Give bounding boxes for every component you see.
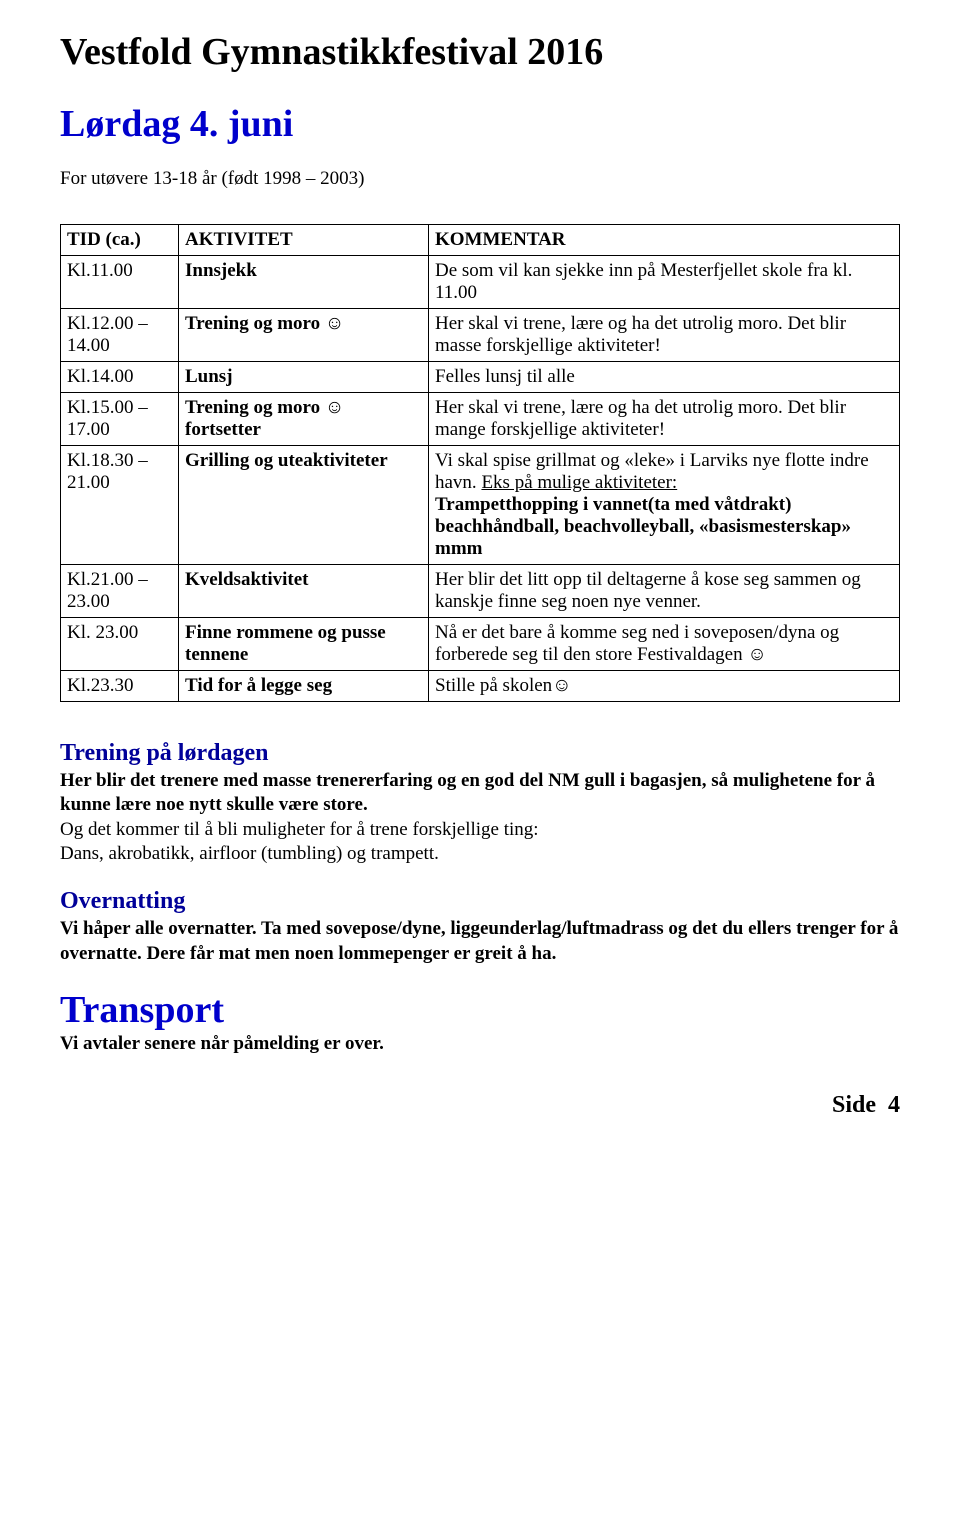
table-row: Kl.14.00 Lunsj Felles lunsj til alle <box>61 362 900 393</box>
table-row: Kl. 23.00 Finne rommene og pusse tennene… <box>61 618 900 671</box>
section-overnight-body: Vi håper alle overnatter. Ta med sovepos… <box>60 917 900 966</box>
cell-activity: Trening og moro ☺ <box>179 309 429 362</box>
cell-time: Kl.12.00 – 14.00 <box>61 309 179 362</box>
cell-activity: Innsjekk <box>179 256 429 309</box>
training-bold: Her blir det trenere med masse trenererf… <box>60 770 875 815</box>
cell-activity: Kveldsaktivitet <box>179 565 429 618</box>
cell-comment: Stille på skolen☺ <box>429 671 900 702</box>
cell-comment: Vi skal spise grillmat og «leke» i Larvi… <box>429 446 900 565</box>
intro-text: For utøvere 13-18 år (født 1998 – 2003) <box>60 168 900 190</box>
cell-activity: Lunsj <box>179 362 429 393</box>
header-time: TID (ca.) <box>61 225 179 256</box>
section-transport-body: Vi avtaler senere når påmelding er over. <box>60 1032 900 1056</box>
cell-time: Kl. 23.00 <box>61 618 179 671</box>
table-row: Kl.11.00 Innsjekk De som vil kan sjekke … <box>61 256 900 309</box>
cell-time: Kl.21.00 – 23.00 <box>61 565 179 618</box>
table-row: Kl.12.00 – 14.00 Trening og moro ☺ Her s… <box>61 309 900 362</box>
table-row: Kl.15.00 – 17.00 Trening og moro ☺ forts… <box>61 393 900 446</box>
cell-comment: Nå er det bare å komme seg ned i sovepos… <box>429 618 900 671</box>
cell-comment: Her skal vi trene, lære og ha det utroli… <box>429 393 900 446</box>
table-row: Kl.21.00 – 23.00 Kveldsaktivitet Her bli… <box>61 565 900 618</box>
cell-time: Kl.18.30 – 21.00 <box>61 446 179 565</box>
header-comment: KOMMENTAR <box>429 225 900 256</box>
footer-label: Side <box>832 1092 876 1118</box>
table-row: Kl.18.30 – 21.00 Grilling og uteaktivite… <box>61 446 900 565</box>
training-rest: Og det kommer til å bli muligheter for å… <box>60 819 539 864</box>
section-training-heading: Trening på lørdagen <box>60 740 900 767</box>
cell-comment: Felles lunsj til alle <box>429 362 900 393</box>
cell-time: Kl.11.00 <box>61 256 179 309</box>
section-transport-heading: Transport <box>60 988 900 1032</box>
cell-activity: Grilling og uteaktiviteter <box>179 446 429 565</box>
cell-time: Kl.14.00 <box>61 362 179 393</box>
footer-page: 4 <box>888 1092 900 1118</box>
cell-activity: Trening og moro ☺ fortsetter <box>179 393 429 446</box>
schedule-table: TID (ca.) AKTIVITET KOMMENTAR Kl.11.00 I… <box>60 224 900 702</box>
table-header-row: TID (ca.) AKTIVITET KOMMENTAR <box>61 225 900 256</box>
comment-bold: Trampetthopping i vannet(ta med våtdrakt… <box>435 494 851 559</box>
header-activity: AKTIVITET <box>179 225 429 256</box>
section-overnight-heading: Overnatting <box>60 888 900 915</box>
cell-comment: De som vil kan sjekke inn på Mesterfjell… <box>429 256 900 309</box>
page-subtitle: Lørdag 4. juni <box>60 102 900 146</box>
section-training-body: Her blir det trenere med masse trenererf… <box>60 769 900 866</box>
cell-time: Kl.23.30 <box>61 671 179 702</box>
cell-activity: Tid for å legge seg <box>179 671 429 702</box>
cell-comment: Her blir det litt opp til deltagerne å k… <box>429 565 900 618</box>
comment-underlined: Eks på mulige aktiviteter: <box>481 472 677 493</box>
cell-comment: Her skal vi trene, lære og ha det utroli… <box>429 309 900 362</box>
cell-time: Kl.15.00 – 17.00 <box>61 393 179 446</box>
page-title: Vestfold Gymnastikkfestival 2016 <box>60 30 900 74</box>
table-row: Kl.23.30 Tid for å legge seg Stille på s… <box>61 671 900 702</box>
page-footer: Side 4 <box>60 1092 900 1119</box>
cell-activity: Finne rommene og pusse tennene <box>179 618 429 671</box>
